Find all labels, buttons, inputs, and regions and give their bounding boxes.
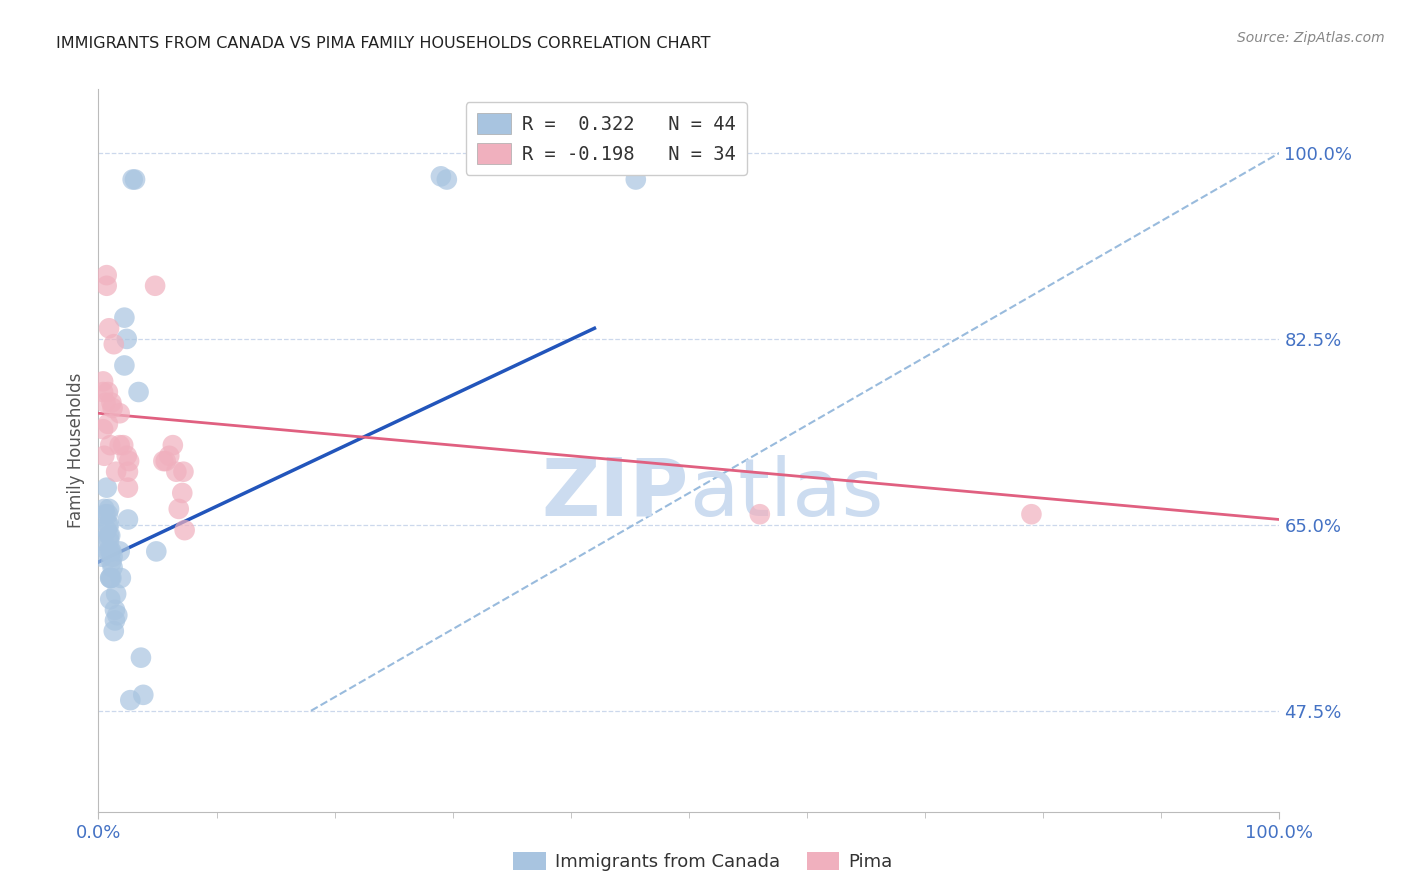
Point: [93, 449, 115, 463]
Point: [436, 172, 458, 186]
Text: ZIP: ZIP: [541, 455, 689, 533]
Point: [96, 481, 118, 495]
Point: [108, 544, 131, 558]
Point: [98, 571, 121, 585]
Text: IMMIGRANTS FROM CANADA VS PIMA FAMILY HOUSEHOLDS CORRELATION CHART: IMMIGRANTS FROM CANADA VS PIMA FAMILY HO…: [56, 36, 711, 51]
Point: [103, 337, 125, 351]
Point: [98, 533, 121, 548]
Point: [152, 454, 174, 468]
Point: [91, 384, 114, 399]
Point: [117, 481, 139, 495]
Legend: R =  0.322   N = 44, R = -0.198   N = 34: R = 0.322 N = 44, R = -0.198 N = 34: [465, 103, 747, 175]
Point: [108, 438, 131, 452]
Point: [100, 544, 122, 558]
Point: [112, 359, 135, 373]
Point: [104, 614, 127, 628]
Point: [105, 465, 128, 479]
Point: [110, 571, 132, 585]
Legend: Immigrants from Canada, Pima: Immigrants from Canada, Pima: [506, 845, 900, 879]
Point: [145, 544, 167, 558]
Point: [97, 544, 120, 558]
Point: [157, 449, 180, 463]
Point: [115, 332, 138, 346]
Text: atlas: atlas: [689, 455, 883, 533]
Point: [143, 278, 166, 293]
Point: [98, 544, 121, 558]
Point: [98, 592, 121, 607]
Point: [624, 172, 647, 186]
Point: [108, 406, 131, 420]
Point: [129, 650, 152, 665]
Point: [173, 523, 195, 537]
Point: [97, 507, 120, 521]
Point: [101, 549, 124, 564]
Point: [97, 417, 120, 431]
Text: Source: ZipAtlas.com: Source: ZipAtlas.com: [1237, 31, 1385, 45]
Point: [100, 571, 122, 585]
Point: [98, 528, 121, 542]
Point: [112, 438, 135, 452]
Point: [115, 449, 138, 463]
Point: [155, 454, 177, 468]
Point: [98, 528, 121, 542]
Point: [121, 172, 143, 186]
Point: [132, 688, 155, 702]
Point: [124, 172, 146, 186]
Point: [430, 169, 453, 184]
Point: [91, 375, 114, 389]
Point: [96, 523, 118, 537]
Point: [165, 465, 187, 479]
Point: [101, 560, 124, 574]
Point: [91, 533, 114, 548]
Point: [112, 310, 135, 325]
Point: [98, 438, 121, 452]
Point: [93, 502, 115, 516]
Point: [103, 624, 125, 639]
Point: [172, 465, 194, 479]
Point: [96, 278, 118, 293]
Point: [100, 555, 122, 569]
Point: [98, 517, 121, 532]
Point: [97, 517, 120, 532]
Point: [104, 603, 127, 617]
Point: [128, 384, 150, 399]
Point: [748, 507, 770, 521]
Point: [91, 549, 114, 564]
Point: [105, 608, 128, 623]
Point: [97, 384, 120, 399]
Point: [105, 587, 128, 601]
Point: [117, 512, 139, 526]
Point: [1021, 507, 1043, 521]
Point: [91, 422, 114, 436]
Point: [120, 693, 142, 707]
Point: [162, 438, 184, 452]
Point: [100, 395, 122, 409]
Point: [94, 507, 117, 521]
Point: [167, 502, 190, 516]
Point: [98, 571, 121, 585]
Point: [117, 465, 139, 479]
Y-axis label: Family Households: Family Households: [66, 373, 84, 528]
Point: [98, 502, 121, 516]
Point: [96, 268, 118, 282]
Point: [94, 395, 117, 409]
Point: [172, 486, 194, 500]
Point: [101, 401, 124, 415]
Point: [98, 321, 121, 335]
Point: [118, 454, 141, 468]
